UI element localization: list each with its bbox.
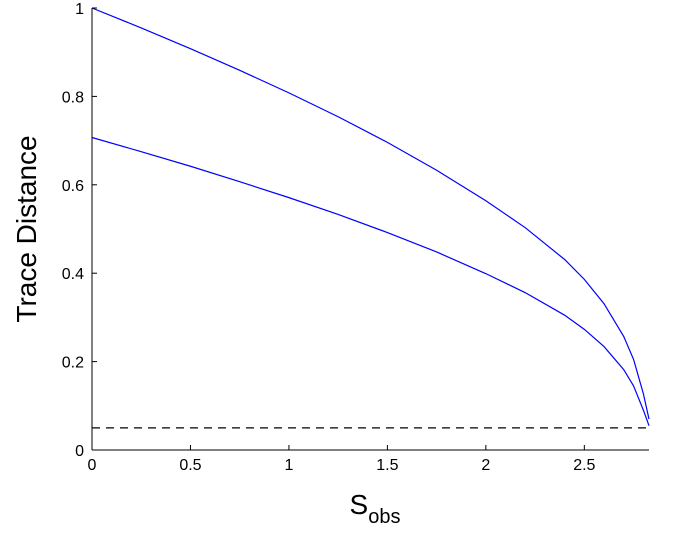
x-tick-label: 1.5 [376,457,398,474]
y-tick-label: 1 [75,1,84,18]
y-tick-label: 0 [75,443,84,460]
x-tick-label: 0 [88,457,97,474]
x-axis-title-subscript: obs [368,506,400,528]
y-tick-label: 0.6 [62,178,84,195]
x-tick-label: 0.5 [179,457,201,474]
x-axis-title: Sobs [350,489,401,528]
plot-background [92,8,649,450]
plot-area [92,8,649,450]
y-tick-label: 0.2 [62,355,84,372]
axes-layer [91,8,649,451]
y-tick-label: 0.4 [62,266,84,283]
ticks-layer: 0 0.5 1 1.5 2 2.5 0 0.2 0.4 0.6 0.8 1 [62,1,596,474]
x-tick-label: 1 [284,457,293,474]
y-tick-label: 0.8 [62,89,84,106]
x-axis-title-main: S [350,489,369,520]
x-tick-label: 2.5 [573,457,595,474]
series-line-1 [91,7,650,420]
series-layer [91,7,650,429]
x-tick-label: 2 [481,457,490,474]
series-line-2 [91,136,650,426]
y-axis-title: Trace Distance [11,135,42,322]
